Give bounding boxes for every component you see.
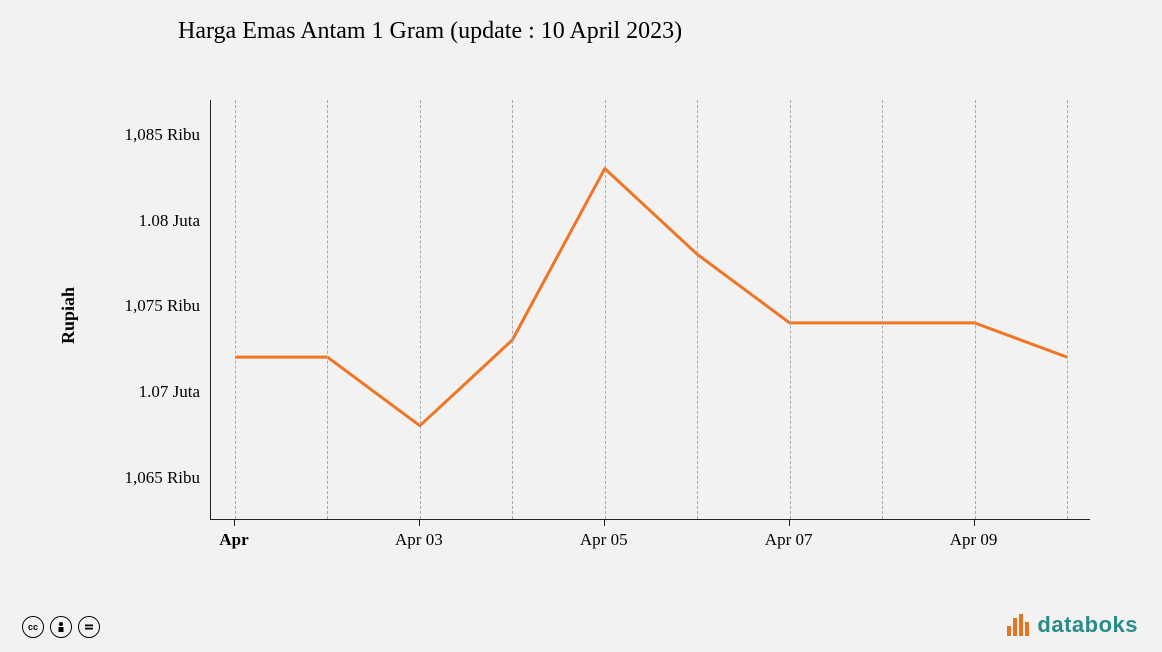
x-tick-mark (789, 520, 790, 526)
gridline-v (420, 100, 421, 519)
x-tick-label: Apr 09 (929, 530, 1019, 550)
gridline-v (697, 100, 698, 519)
gridline-v (882, 100, 883, 519)
brand-name: databoks (1037, 612, 1138, 638)
x-tick-mark (419, 520, 420, 526)
gridline-v (327, 100, 328, 519)
x-tick-label: Apr 07 (744, 530, 834, 550)
plot-area (210, 100, 1090, 520)
y-tick-label: 1,075 Ribu (90, 296, 200, 316)
y-tick-label: 1.08 Juta (90, 211, 200, 231)
chart-title: Harga Emas Antam 1 Gram (update : 10 Apr… (178, 18, 682, 45)
brand-logo: databoks (1007, 612, 1138, 638)
line-chart-svg (211, 100, 1091, 520)
x-tick-mark (974, 520, 975, 526)
y-tick-label: 1,085 Ribu (90, 125, 200, 145)
gridline-v (790, 100, 791, 519)
x-tick-label: Apr (189, 530, 279, 550)
x-tick-mark (604, 520, 605, 526)
nd-icon (78, 616, 100, 638)
svg-text:cc: cc (28, 622, 38, 632)
gridline-v (975, 100, 976, 519)
gridline-v (512, 100, 513, 519)
x-tick-label: Apr 03 (374, 530, 464, 550)
page-root: Harga Emas Antam 1 Gram (update : 10 Apr… (0, 0, 1162, 652)
by-icon (50, 616, 72, 638)
price-line (235, 169, 1067, 426)
gridline-v (1067, 100, 1068, 519)
brand-bars-icon (1007, 614, 1029, 636)
x-tick-label: Apr 05 (559, 530, 649, 550)
cc-icon: cc (22, 616, 44, 638)
license-badges: cc (22, 616, 100, 638)
y-tick-label: 1.07 Juta (90, 382, 200, 402)
x-tick-mark (234, 520, 235, 526)
gridline-v (605, 100, 606, 519)
y-tick-label: 1,065 Ribu (90, 468, 200, 488)
y-axis-label: Rupiah (58, 287, 79, 344)
gridline-v (235, 100, 236, 519)
